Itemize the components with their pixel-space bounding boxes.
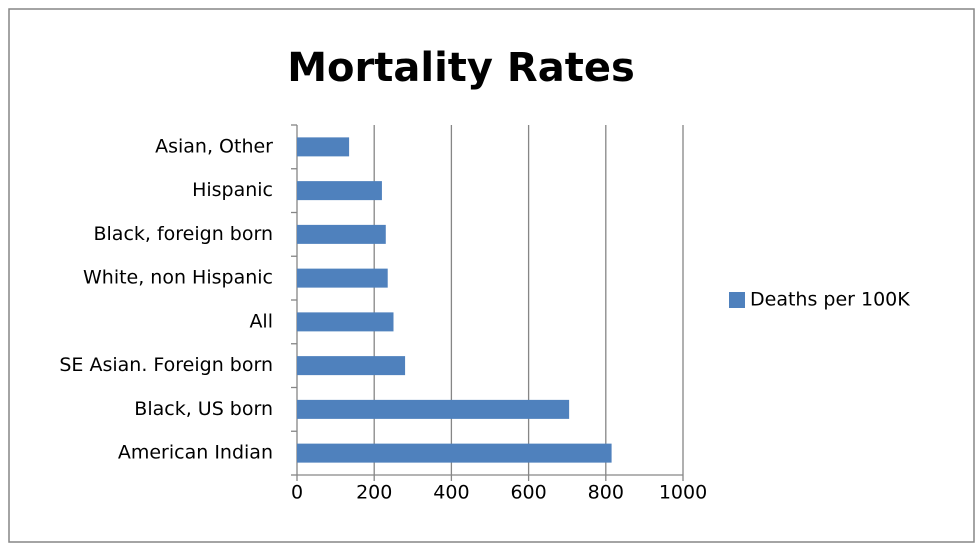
y-tick-label: Black, foreign born	[93, 223, 273, 245]
bar	[297, 399, 570, 419]
y-tick-label: SE Asian. Foreign born	[59, 354, 273, 376]
bar	[297, 443, 612, 463]
bar	[297, 268, 388, 288]
y-tick-label: White, non Hispanic	[83, 267, 273, 289]
y-tick-label: American Indian	[118, 442, 273, 464]
x-tick-label: 800	[588, 482, 624, 504]
bar	[297, 137, 350, 157]
x-tick-label: 0	[291, 482, 303, 504]
y-tick-label: Asian, Other	[155, 135, 273, 157]
x-tick-label: 200	[356, 482, 392, 504]
y-tick-label: Black, US born	[134, 398, 273, 420]
bar	[297, 224, 386, 244]
legend-swatch	[729, 292, 745, 308]
x-tick-label: 600	[510, 482, 546, 504]
x-tick-label: 1000	[659, 482, 707, 504]
bar	[297, 312, 394, 332]
bar	[297, 181, 382, 201]
y-tick-label: Hispanic	[192, 179, 273, 201]
chart-title: Mortality Rates	[287, 45, 635, 91]
y-tick-label: All	[249, 310, 273, 332]
legend-label: Deaths per 100K	[750, 289, 910, 311]
bar	[297, 356, 406, 376]
x-tick-label: 400	[433, 482, 469, 504]
